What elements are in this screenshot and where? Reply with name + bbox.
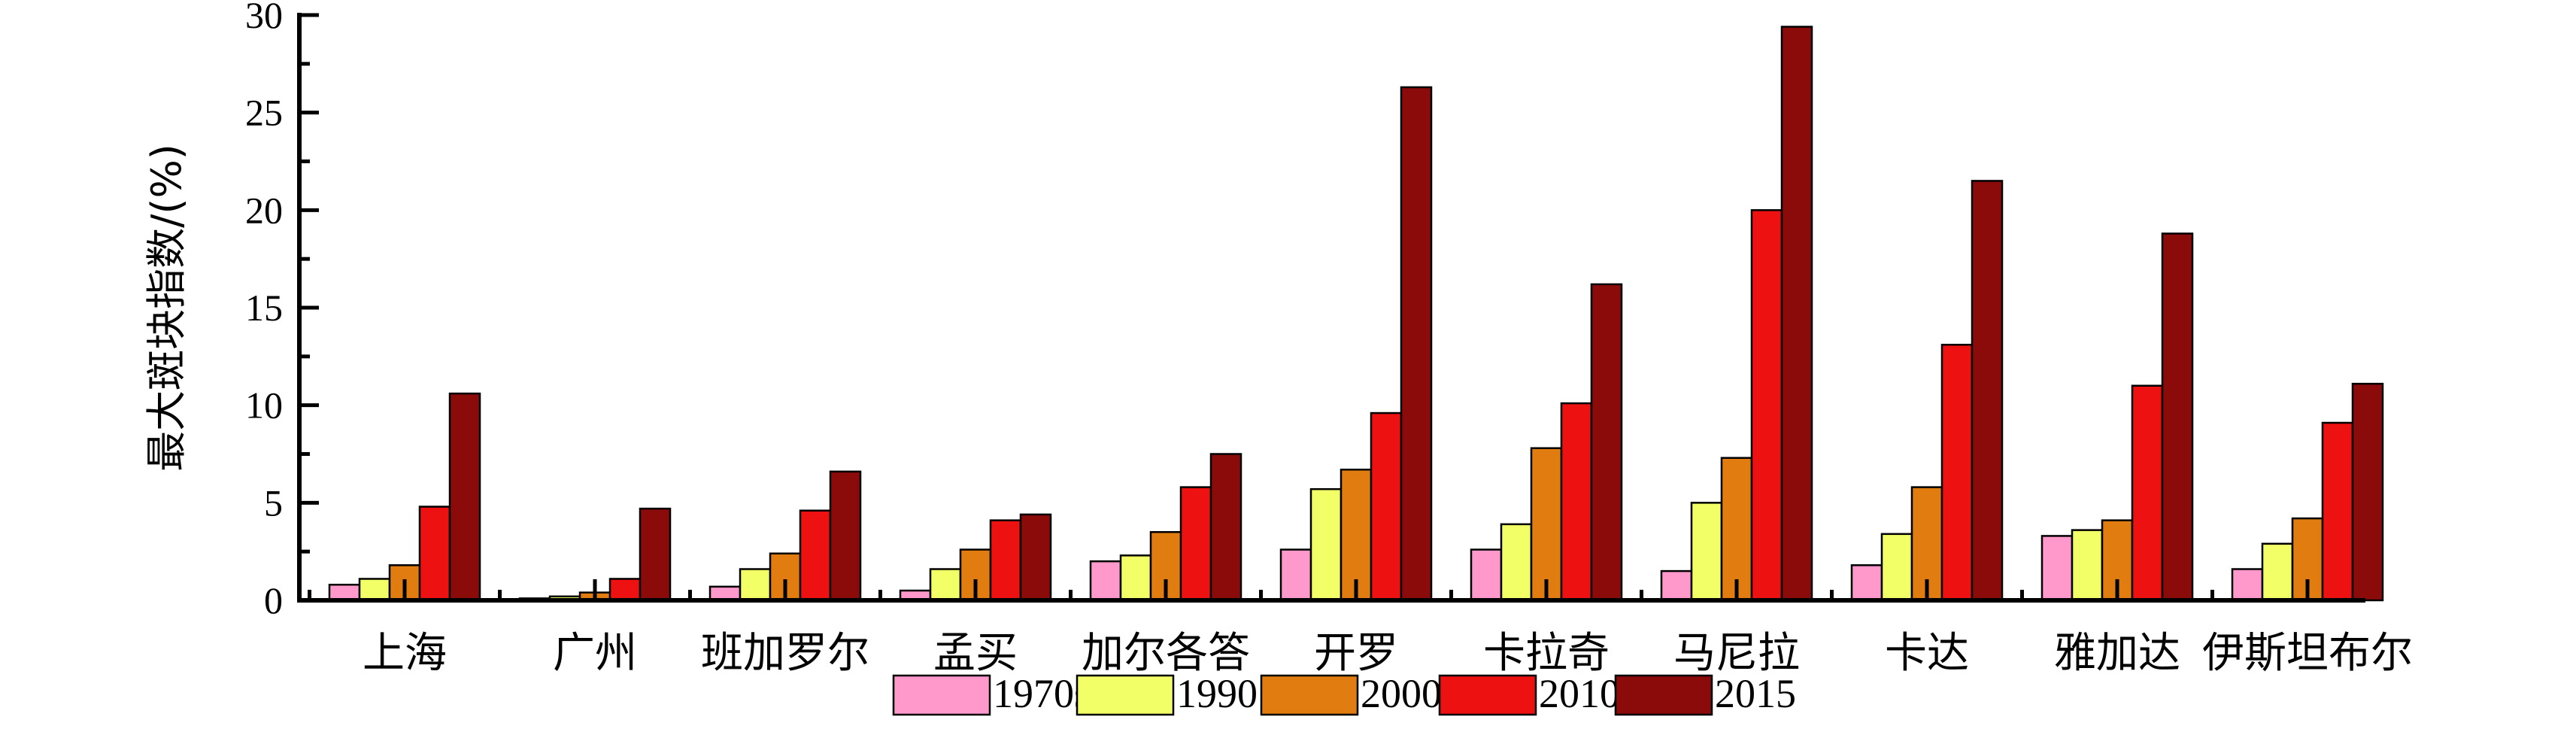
bar-2010-马尼拉 <box>1750 209 1783 602</box>
bar-2015-孟买 <box>1019 513 1052 602</box>
legend-swatch-2000 <box>1260 674 1359 716</box>
x-category-label: 广州 <box>553 629 637 678</box>
y-tick-label: 25 <box>245 92 283 134</box>
y-tick-label: 20 <box>245 189 283 231</box>
bar-1990-孟买 <box>929 568 962 602</box>
x-category-label: 雅加达 <box>2054 629 2180 678</box>
bar-1990-马尼拉 <box>1690 502 1723 602</box>
bars-group <box>328 26 2384 602</box>
bar-2015-班加罗尔 <box>829 470 862 602</box>
bar-2015-广州 <box>639 507 672 602</box>
y-tick-label: 30 <box>245 0 283 36</box>
bar-1970s-伊斯坦布尔 <box>2231 568 2264 602</box>
bar-2010-广州 <box>608 578 642 602</box>
y-ticks-group: 0 5 10 15 20 25 30 <box>245 0 319 621</box>
bar-2015-雅加达 <box>2161 232 2194 602</box>
bar-1990-加尔各答 <box>1119 554 1152 602</box>
legend-label-1990: 1990 <box>1176 671 1258 716</box>
bar-2010-雅加达 <box>2131 384 2164 602</box>
bar-2015-马尼拉 <box>1780 26 1813 602</box>
bar-1990-雅加达 <box>2071 529 2104 602</box>
x-category-label: 加尔各答 <box>1082 629 1250 678</box>
bar-2015-上海 <box>448 392 481 602</box>
legend-label-2000: 2000 <box>1361 671 1442 716</box>
bar-1970s-卡达 <box>1850 564 1883 602</box>
x-labels-group: 上海 广州 班加罗尔 孟买 加尔各答 开罗 卡拉奇 马尼拉 卡达 雅加达 伊斯坦布尔 <box>363 629 2413 678</box>
x-category-label: 伊斯坦布尔 <box>2202 629 2413 678</box>
bar-2010-伊斯坦布尔 <box>2321 421 2354 602</box>
bar-2010-班加罗尔 <box>799 509 832 602</box>
bar-2000-卡拉奇 <box>1530 447 1563 602</box>
legend-label-1970s: 1970s <box>993 671 1090 716</box>
bar-2015-加尔各答 <box>1209 453 1242 602</box>
legend-swatch-2015 <box>1614 674 1713 716</box>
y-tick-label: 5 <box>264 481 283 524</box>
bar-2010-孟买 <box>989 519 1022 602</box>
x-category-label: 班加罗尔 <box>701 629 869 678</box>
x-category-label: 开罗 <box>1314 629 1398 678</box>
bar-2015-开罗 <box>1400 86 1433 602</box>
y-tick-label: 0 <box>264 579 283 621</box>
x-category-label: 卡达 <box>1885 629 1969 678</box>
x-category-label: 上海 <box>363 629 447 678</box>
bar-1970s-雅加达 <box>2040 535 2074 602</box>
bar-2015-卡拉奇 <box>1590 283 1623 602</box>
bar-1970s-加尔各答 <box>1089 560 1122 602</box>
legend-swatch-2010 <box>1438 674 1537 716</box>
bar-1990-上海 <box>358 578 391 602</box>
bar-2000-开罗 <box>1340 468 1373 602</box>
x-category-label: 马尼拉 <box>1673 629 1800 678</box>
legend-swatch-1990 <box>1076 674 1175 716</box>
legend-swatch-1970s <box>892 674 991 716</box>
y-tick-label: 15 <box>245 287 283 329</box>
legend-label-2010: 2010 <box>1539 671 1620 716</box>
bar-1990-开罗 <box>1309 487 1343 602</box>
bar-1970s-卡拉奇 <box>1470 548 1503 602</box>
bar-2010-卡达 <box>1940 344 1974 602</box>
legend-label-2015: 2015 <box>1715 671 1796 716</box>
bar-1990-伊斯坦布尔 <box>2261 542 2294 602</box>
y-axis-label: 最大斑块指数/(%) <box>143 144 190 472</box>
legend: 1970s 1990 2000 2010 2015 <box>892 671 1796 716</box>
bar-1990-卡拉奇 <box>1500 523 1533 602</box>
x-category-label: 卡拉奇 <box>1483 629 1610 678</box>
bar-2010-开罗 <box>1370 411 1403 602</box>
bar-2000-马尼拉 <box>1720 457 1753 602</box>
bar-2010-卡拉奇 <box>1560 402 1593 602</box>
bar-1970s-开罗 <box>1279 548 1312 602</box>
bar-1970s-马尼拉 <box>1660 569 1693 602</box>
bar-2015-伊斯坦布尔 <box>2351 382 2384 602</box>
bar-2010-上海 <box>418 506 451 602</box>
bar-1990-卡达 <box>1880 533 1913 602</box>
y-tick-label: 10 <box>245 384 283 427</box>
bar-1990-班加罗尔 <box>739 568 772 602</box>
bar-2015-卡达 <box>1971 180 2004 602</box>
bar-1970s-上海 <box>328 584 361 602</box>
x-category-label: 孟买 <box>933 629 1018 678</box>
bar-2010-加尔各答 <box>1179 486 1212 602</box>
